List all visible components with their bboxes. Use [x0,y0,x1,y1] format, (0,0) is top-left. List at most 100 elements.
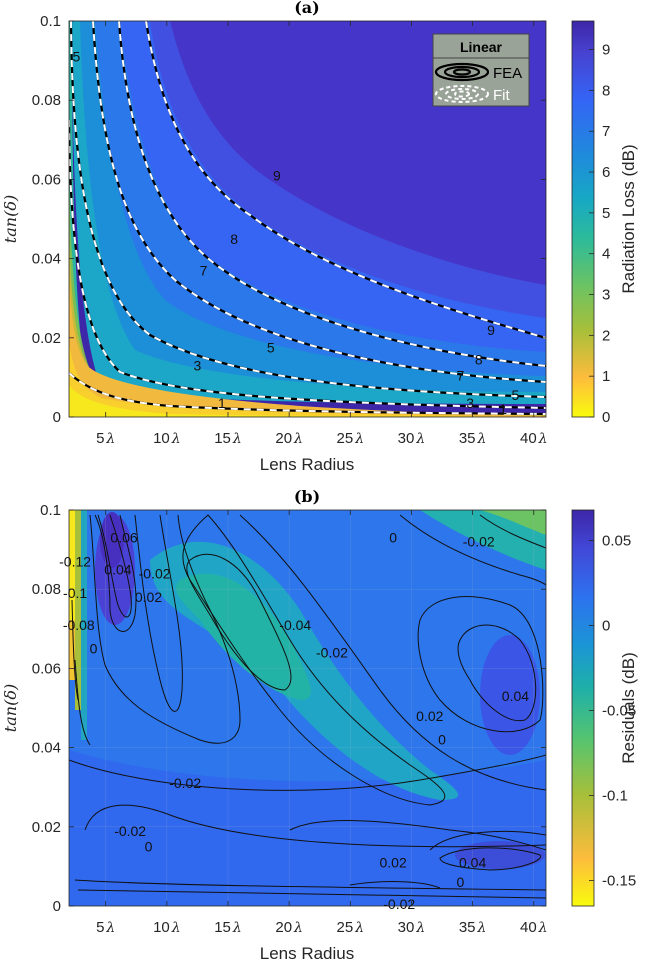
contour-label: 7 [200,262,208,278]
x-tick-label: 20 λ [275,430,303,447]
y-tick-label: 0.06 [32,660,61,677]
panel-b-colorbar [571,509,595,907]
x-tick-label: 15 λ [214,919,242,936]
colorbar-tick-label: 5 [602,205,610,222]
panel-a-contours [69,21,546,416]
y-tick-label: 0.02 [32,330,61,347]
contour-label: 3 [466,395,474,411]
contour-label: 0.04 [502,688,529,704]
panel-a-colorbar-ticks: 0 1 2 3 4 5 6 7 8 9 [589,42,610,426]
colorbar-tick-label: 4 [602,246,610,263]
contour-label: 9 [273,167,281,183]
contour-label: 5 [267,340,275,356]
x-tick-label: 20 λ [275,919,303,936]
contour-label: 1 [218,395,226,411]
colorbar-tick-label: 1 [602,368,610,385]
panel-b-colorbar-label: Residuals (dB) [619,652,638,764]
contour-label: 0 [456,874,464,890]
contour-label: 7 [456,367,464,383]
contour-label: -0.08 [63,617,95,633]
contour-label: 0.02 [379,854,406,870]
x-tick-label: 15 λ [214,430,242,447]
colorbar-tick-label: 0.05 [602,533,631,550]
contour-label: -0.02 [463,534,495,550]
legend-fea-label: FEA [493,65,522,82]
colorbar-tick-label: -0.05 [602,703,636,720]
contour-label: 0.02 [416,708,443,724]
y-tick-label: 0 [53,898,61,915]
x-tick-label: 10 λ [153,430,181,447]
y-tick-label: 0.04 [32,251,61,268]
contour-label: -0.02 [316,645,348,661]
colorbar-tick-label: -0.1 [602,788,628,805]
x-tick-label: 35 λ [459,919,487,936]
x-tick-label: 25 λ [337,919,365,936]
legend-fea-icon [434,62,490,82]
contour-label: 5 [512,387,520,403]
colorbar-tick-label: 8 [602,82,610,99]
x-tick-label: 30 λ [398,919,426,936]
contour-label: -0.02 [114,823,146,839]
contour-label: 9 [487,322,495,338]
panel-a-label: (a) [294,0,320,17]
contour-label: -0.12 [59,553,91,569]
contour-label: -0.1 [63,585,87,601]
contour-label: 8 [230,231,238,247]
contour-label: -0.02 [383,896,415,912]
y-tick-label: 0.02 [32,819,61,836]
contour-label: 1 [499,401,507,417]
y-tick-label: 0.1 [40,502,61,519]
x-tick-label: 30 λ [398,430,426,447]
panel-a-colorbar-label: Radiation Loss (dB) [619,144,638,293]
legend-fit-label: Fit [493,87,510,104]
contour-label: 0.04 [459,854,486,870]
contour-label: 0.02 [135,589,162,605]
colorbar-tick-label: 9 [602,42,610,59]
colorbar-tick-label: 7 [602,123,610,140]
x-tick-label: 40 λ [520,430,548,447]
colorbar-tick-label: 6 [602,164,610,181]
panel-b-contours [69,514,546,899]
colorbar-tick-label: 0 [602,618,610,635]
y-tick-label: 0.08 [32,92,61,109]
panel-a: (a) [1,0,638,474]
panel-b-heatmap [69,510,546,906]
panel-b-contour-labels: 0.06 0.04 -0.02 0.02 -0.12 -0.1 -0.08 0 -0.04 -0.… [59,530,529,912]
panel-a-legend: Linear FEA Fit [432,33,530,107]
panel-a-colorbar [571,20,595,418]
colorbar-tick-label: 3 [602,287,610,304]
panel-b-axes: 5 λ 10 λ 15 λ 20 λ 25 λ 30 λ 35 λ 40 λ00.020.040.060.08… [32,502,548,936]
contour-label: -0.04 [279,617,311,633]
colorbar-tick-label: 0 [602,409,610,426]
panel-b-frame [68,509,547,907]
panel-a-axes: 5 λ 10 λ 15 λ 20 λ 25 λ 30 λ 35 λ 40 λ 0 0.02 0.04 0.06 0.08… [32,13,548,447]
contour-label: 0.06 [110,530,137,546]
legend-fit-icon [435,85,489,103]
x-tick-label: 10 λ [153,919,181,936]
panel-b-colorbar-ticks: 0.05 0 -0.05 -0.1 -0.15 [589,533,636,890]
contour-label: -0.02 [139,565,171,581]
panel-b: (b) [1,487,638,962]
contour-label: 3 [194,358,202,374]
contour-label: 5 [72,49,80,65]
x-tick-label: 25 λ [337,430,365,447]
panel-a-xlabel: Lens Radius [260,455,355,474]
contour-label: 0 [145,839,153,855]
x-tick-label: 40 λ [520,919,548,936]
panel-b-label: (b) [294,487,320,506]
panel-b-xlabel: Lens Radius [260,944,355,962]
y-tick-label: 0.06 [32,171,61,188]
contour-label: 0.04 [104,561,131,577]
colorbar-tick-label: 2 [602,327,610,344]
contour-label: 0 [90,641,98,657]
colorbar-tick-label: -0.15 [602,873,636,890]
contour-label: 0 [438,732,446,748]
panel-b-ylabel: tan(δ) [1,684,20,732]
contour-label: 8 [475,352,483,368]
x-tick-label: 35 λ [459,430,487,447]
legend-title: Linear [460,39,503,55]
